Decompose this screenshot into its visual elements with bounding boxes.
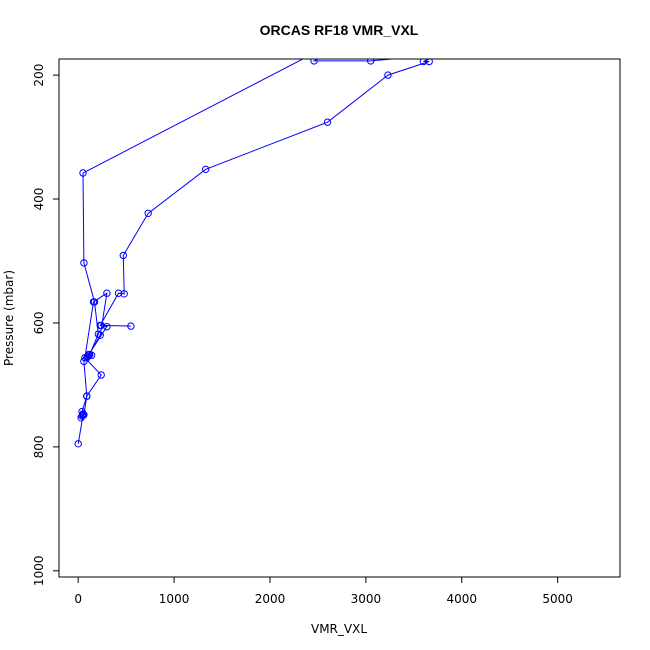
x-tick-label: 4000 (446, 592, 477, 606)
y-tick-label: 200 (32, 64, 46, 87)
data-point (80, 357, 88, 366)
data-point (334, 41, 340, 47)
data-point (202, 165, 210, 174)
series-line-1 (77, 59, 432, 444)
y-axis-label: Pressure (mbar) (2, 270, 16, 366)
data-point (384, 71, 392, 79)
x-axis: 0 1000 2000 3000 4000 5000 (74, 577, 573, 606)
data-point (74, 440, 82, 448)
data-point (438, 52, 444, 58)
data-point (97, 371, 105, 379)
chart-title: ORCAS RF18 VMR_VXL (260, 22, 419, 38)
data-point (80, 259, 88, 267)
y-tick-label: 400 (32, 188, 46, 211)
x-tick-label: 1000 (159, 592, 190, 606)
x-tick-label: 2000 (255, 592, 286, 606)
plot-frame (58, 58, 621, 578)
data-point (114, 289, 123, 297)
y-tick-label: 600 (32, 312, 46, 335)
data-point (323, 118, 332, 126)
series-line-2 (80, 59, 304, 419)
data-point (96, 331, 104, 339)
data-point (90, 298, 99, 306)
data-point (94, 330, 103, 338)
data-point (419, 59, 428, 66)
y-tick-label: 1000 (32, 556, 46, 587)
x-tick-label: 3000 (351, 592, 382, 606)
data-point (103, 323, 111, 331)
y-axis: 200 400 600 800 1000 (32, 64, 59, 586)
x-axis-label: VMR_VXL (311, 622, 367, 636)
x-tick-label: 5000 (542, 592, 573, 606)
data-point (144, 209, 152, 218)
data-point (326, 47, 332, 53)
data-point (119, 251, 128, 260)
data-point (79, 169, 87, 177)
data-point (310, 59, 318, 65)
data-point (83, 392, 91, 400)
data-point (367, 59, 375, 65)
x-tick-label: 0 (74, 592, 82, 606)
data-point (127, 322, 135, 330)
series-layer (74, 41, 444, 448)
data-point (425, 59, 433, 66)
data-point (103, 289, 111, 297)
data-point (84, 352, 92, 361)
y-tick-label: 800 (32, 435, 46, 458)
data-point (120, 290, 128, 298)
data-point (77, 414, 85, 422)
data-point (313, 49, 319, 55)
